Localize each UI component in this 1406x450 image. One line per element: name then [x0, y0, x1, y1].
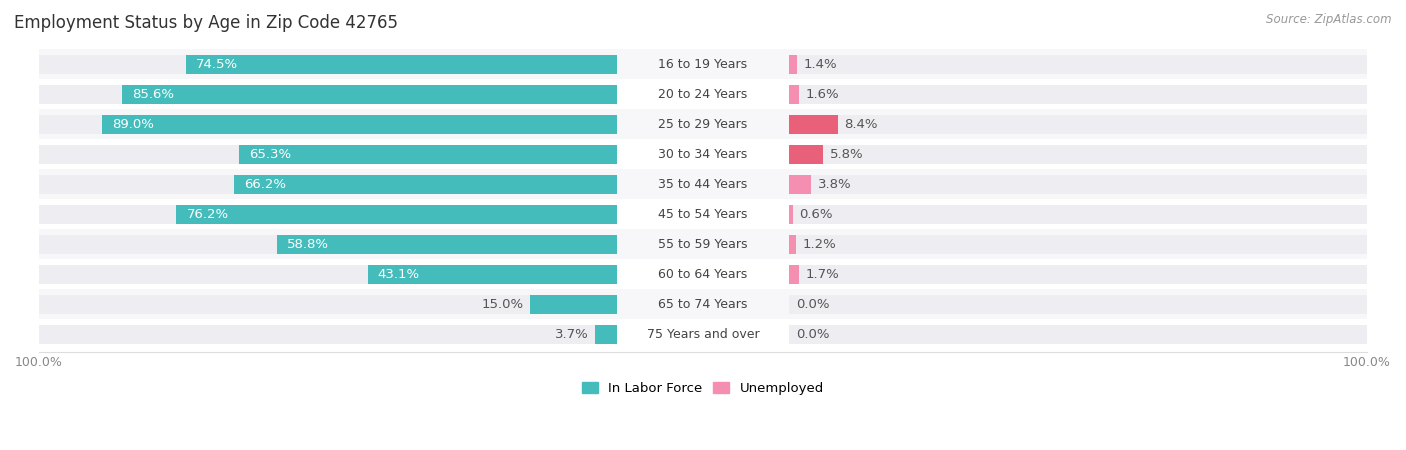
Bar — [39, 205, 617, 224]
Text: 1.2%: 1.2% — [803, 238, 837, 251]
Bar — [39, 295, 617, 314]
Bar — [39, 325, 617, 343]
Text: Employment Status by Age in Zip Code 42765: Employment Status by Age in Zip Code 427… — [14, 14, 398, 32]
Text: 45 to 54 Years: 45 to 54 Years — [658, 208, 748, 221]
Bar — [122, 85, 617, 104]
Bar — [789, 175, 811, 194]
Bar — [176, 205, 617, 224]
Text: 75 Years and over: 75 Years and over — [647, 328, 759, 341]
Bar — [39, 265, 617, 284]
Bar — [789, 145, 823, 164]
Bar — [39, 115, 617, 134]
Text: Source: ZipAtlas.com: Source: ZipAtlas.com — [1267, 14, 1392, 27]
Bar — [789, 55, 1367, 74]
Text: 5.8%: 5.8% — [830, 148, 863, 161]
Bar — [595, 325, 617, 343]
Bar — [39, 50, 1367, 80]
Bar — [39, 80, 1367, 109]
Text: 0.6%: 0.6% — [800, 208, 832, 221]
Bar — [186, 55, 617, 74]
Text: 0.0%: 0.0% — [796, 298, 830, 311]
Text: 16 to 19 Years: 16 to 19 Years — [658, 58, 748, 71]
Bar — [39, 169, 1367, 199]
Text: 8.4%: 8.4% — [845, 118, 877, 131]
Bar — [789, 265, 1367, 284]
Bar — [39, 230, 1367, 259]
Text: 85.6%: 85.6% — [132, 88, 174, 101]
Text: 74.5%: 74.5% — [197, 58, 239, 71]
Bar — [789, 235, 1367, 254]
Text: 60 to 64 Years: 60 to 64 Years — [658, 268, 748, 281]
Text: 89.0%: 89.0% — [112, 118, 155, 131]
Bar — [39, 289, 1367, 319]
Bar — [789, 145, 1367, 164]
Text: 43.1%: 43.1% — [378, 268, 420, 281]
Text: 30 to 34 Years: 30 to 34 Years — [658, 148, 748, 161]
Bar — [39, 199, 1367, 230]
Text: 55 to 59 Years: 55 to 59 Years — [658, 238, 748, 251]
Bar — [789, 205, 793, 224]
Bar — [789, 85, 1367, 104]
Bar — [39, 145, 617, 164]
Bar — [39, 235, 617, 254]
Text: 15.0%: 15.0% — [481, 298, 523, 311]
Text: 3.7%: 3.7% — [555, 328, 589, 341]
Bar — [39, 55, 617, 74]
Bar — [789, 85, 799, 104]
Text: 66.2%: 66.2% — [245, 178, 287, 191]
Bar — [789, 265, 799, 284]
Legend: In Labor Force, Unemployed: In Labor Force, Unemployed — [576, 377, 830, 400]
Text: 3.8%: 3.8% — [818, 178, 852, 191]
Bar — [39, 259, 1367, 289]
Text: 0.0%: 0.0% — [796, 328, 830, 341]
Bar — [789, 325, 1367, 343]
Bar — [239, 145, 617, 164]
Bar — [39, 85, 617, 104]
Bar — [789, 115, 838, 134]
Text: 76.2%: 76.2% — [187, 208, 229, 221]
Bar — [39, 109, 1367, 140]
Bar — [789, 235, 796, 254]
Bar — [235, 175, 617, 194]
Text: 65 to 74 Years: 65 to 74 Years — [658, 298, 748, 311]
Bar — [789, 205, 1367, 224]
Bar — [789, 295, 1367, 314]
Bar — [789, 115, 1367, 134]
Text: 35 to 44 Years: 35 to 44 Years — [658, 178, 748, 191]
Text: 20 to 24 Years: 20 to 24 Years — [658, 88, 748, 101]
Bar — [103, 115, 617, 134]
Bar — [39, 319, 1367, 349]
Text: 65.3%: 65.3% — [249, 148, 291, 161]
Bar — [530, 295, 617, 314]
Bar — [39, 175, 617, 194]
Bar — [789, 175, 1367, 194]
Text: 1.4%: 1.4% — [804, 58, 838, 71]
Bar — [367, 265, 617, 284]
Text: 1.7%: 1.7% — [806, 268, 839, 281]
Text: 25 to 29 Years: 25 to 29 Years — [658, 118, 748, 131]
Bar — [789, 55, 797, 74]
Bar — [39, 140, 1367, 169]
Bar — [277, 235, 617, 254]
Text: 1.6%: 1.6% — [806, 88, 839, 101]
Text: 58.8%: 58.8% — [287, 238, 329, 251]
